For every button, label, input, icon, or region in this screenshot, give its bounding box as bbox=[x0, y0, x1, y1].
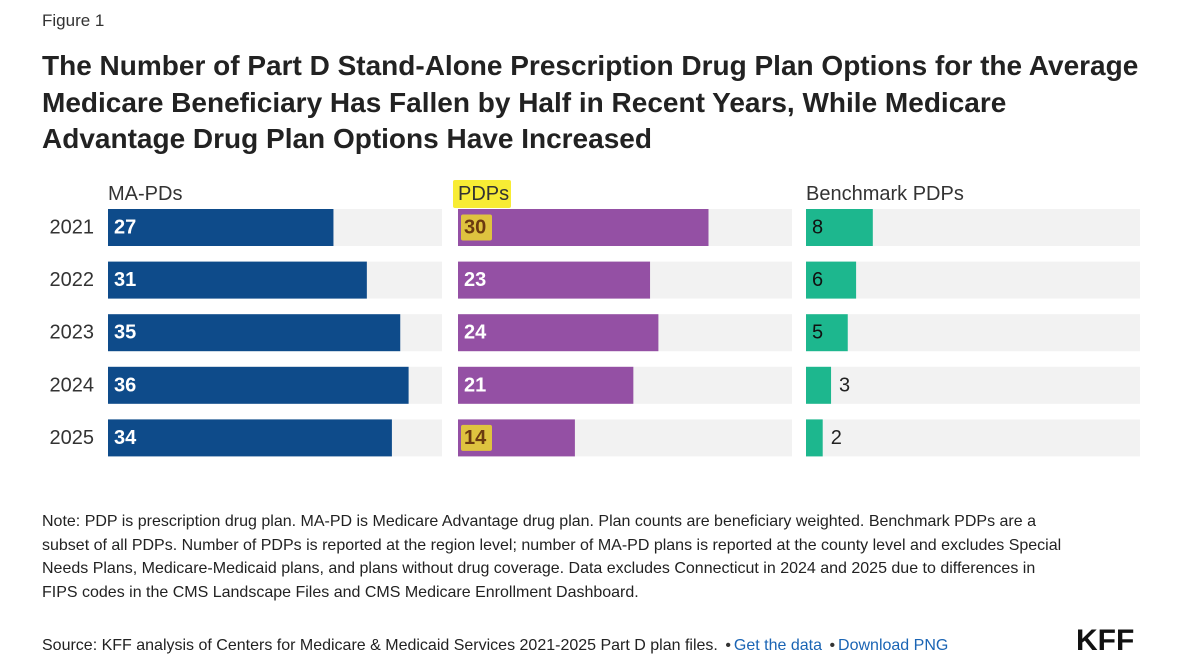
chart-panels: MA-PDs2731353634PDPs3023242114Benchmark … bbox=[108, 180, 1140, 457]
source-text: Source: KFF analysis of Centers for Medi… bbox=[42, 637, 718, 654]
data-label: 3 bbox=[839, 374, 850, 396]
panel-ma-pds: MA-PDs 27 31 35 36 34 bbox=[108, 183, 442, 457]
panel-header: PDPs bbox=[458, 183, 509, 205]
data-label: 36 bbox=[114, 374, 136, 396]
header-highlight bbox=[453, 180, 511, 208]
bar bbox=[806, 261, 857, 299]
bar bbox=[108, 419, 392, 457]
bar-track bbox=[458, 209, 792, 246]
bar bbox=[458, 209, 709, 246]
bar bbox=[806, 366, 832, 404]
kff-logo: KFF bbox=[1076, 624, 1135, 657]
separator-dot: • bbox=[829, 637, 836, 654]
year-label: 2025 bbox=[50, 427, 95, 449]
chart-note: Note: PDP is prescription drug plan. MA-… bbox=[42, 513, 1062, 601]
year-axis-labels: 2021 2022 2023 2024 2025 bbox=[50, 217, 95, 449]
bar-track bbox=[458, 419, 792, 457]
bar-track bbox=[108, 314, 442, 352]
bar bbox=[108, 209, 334, 246]
bar-track bbox=[108, 209, 442, 246]
bar bbox=[806, 209, 873, 246]
data-label: 8 bbox=[812, 217, 823, 239]
bar bbox=[458, 366, 634, 404]
data-label: 21 bbox=[464, 374, 486, 396]
source-line: Source: KFF analysis of Centers for Medi… bbox=[42, 634, 948, 657]
data-label: 27 bbox=[114, 217, 136, 239]
bar bbox=[806, 314, 848, 352]
bar bbox=[108, 314, 401, 352]
bar bbox=[806, 419, 823, 457]
bar-track bbox=[108, 419, 442, 457]
bar-track bbox=[806, 366, 1140, 404]
value-highlight bbox=[461, 424, 492, 451]
separator-dot: • bbox=[725, 637, 731, 654]
bar-track bbox=[806, 209, 1140, 246]
bar-track bbox=[108, 366, 442, 404]
bar bbox=[458, 261, 651, 299]
figure-label: Figure 1 bbox=[42, 11, 105, 30]
bar-track bbox=[806, 261, 1140, 299]
year-label: 2021 bbox=[50, 217, 95, 239]
bar bbox=[458, 314, 659, 352]
data-label: 2 bbox=[831, 427, 842, 449]
bar bbox=[108, 261, 367, 299]
data-label: 34 bbox=[114, 427, 137, 449]
data-label: 6 bbox=[812, 269, 823, 291]
get-the-data-link[interactable]: Get the data bbox=[733, 637, 822, 654]
bar-track bbox=[458, 314, 792, 352]
panel-benchmark-pdps: Benchmark PDPs 8 6 5 3 2 bbox=[806, 183, 1140, 457]
panel-pdps: PDPs 30 23 24 21 14 bbox=[453, 180, 792, 457]
panel-header: MA-PDs bbox=[108, 183, 182, 205]
data-label: 35 bbox=[114, 322, 136, 344]
chart-title: The Number of Part D Stand-Alone Prescri… bbox=[42, 50, 1139, 154]
bar-track bbox=[108, 261, 442, 299]
bar-track bbox=[458, 261, 792, 299]
panel-header: Benchmark PDPs bbox=[806, 183, 964, 205]
bar bbox=[458, 419, 575, 457]
data-label: 30 bbox=[464, 217, 486, 239]
year-label: 2023 bbox=[50, 322, 95, 344]
bar-track bbox=[806, 314, 1140, 352]
bar-track bbox=[806, 419, 1140, 457]
year-label: 2024 bbox=[50, 374, 95, 396]
data-label: 5 bbox=[812, 322, 823, 344]
data-label: 31 bbox=[114, 269, 136, 291]
download-png-link[interactable]: Download PNG bbox=[838, 637, 949, 654]
data-label: 23 bbox=[464, 269, 486, 291]
value-highlight bbox=[461, 214, 492, 241]
bar bbox=[108, 366, 409, 404]
bar-track bbox=[458, 366, 792, 404]
year-label: 2022 bbox=[50, 269, 95, 291]
data-label: 14 bbox=[464, 427, 487, 449]
data-label: 24 bbox=[464, 322, 487, 344]
